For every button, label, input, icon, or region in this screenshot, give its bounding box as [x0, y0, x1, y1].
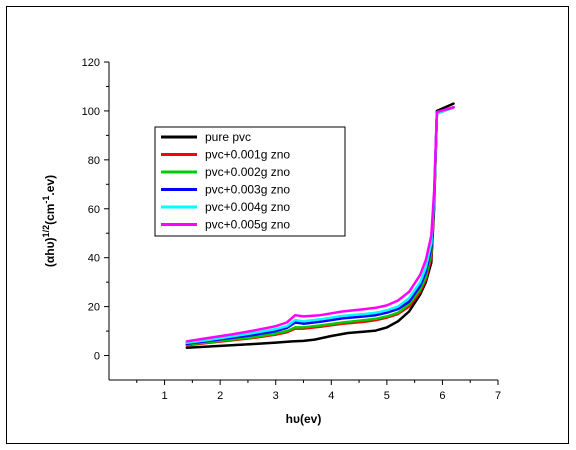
y-tick-label: 60: [88, 204, 100, 216]
series-line-5: [185, 106, 455, 345]
y-tick-label: 40: [88, 253, 100, 265]
x-tick-label: 3: [273, 390, 279, 402]
legend-label: pvc+0.001g zno: [205, 148, 290, 162]
y-axis-title: (αhυ)1/2(cm-1.ev): [41, 175, 57, 267]
series-line-6: [185, 106, 455, 343]
x-axis-title: hυ(ev): [286, 412, 322, 426]
legend-label: pvc+0.002g zno: [205, 165, 290, 179]
plot-area: 1 2 3 4 5 6 7 0 20 40 60 80 100 120 hυ(ev) (αhυ)1/2(cm-…: [41, 57, 501, 426]
y-tick-label: 100: [82, 106, 100, 118]
legend-label: pvc+0.003g zno: [205, 183, 290, 197]
legend-label: pvc+0.004g zno: [205, 200, 290, 214]
y-tick-label: 80: [88, 155, 100, 167]
legend-box: [154, 126, 346, 237]
y-tick-label: 120: [82, 57, 100, 69]
y-tick-label: 20: [88, 302, 100, 314]
x-tick-label: 6: [439, 390, 445, 402]
y-tick-label: 0: [94, 351, 100, 363]
x-tick-label: 1: [162, 390, 168, 402]
legend-label: pure pvc: [205, 130, 251, 144]
legend-label: pvc+0.005g zno: [205, 218, 290, 232]
x-tick-label: 5: [384, 390, 390, 402]
legend: pure pvc pvc+0.001g zno pvc+0.002g zno pvc+…: [154, 126, 346, 237]
x-tick-label: 2: [217, 390, 223, 402]
x-tick-label: 7: [495, 390, 501, 402]
x-tick-label: 4: [328, 390, 334, 402]
chart-frame: [6, 6, 569, 444]
